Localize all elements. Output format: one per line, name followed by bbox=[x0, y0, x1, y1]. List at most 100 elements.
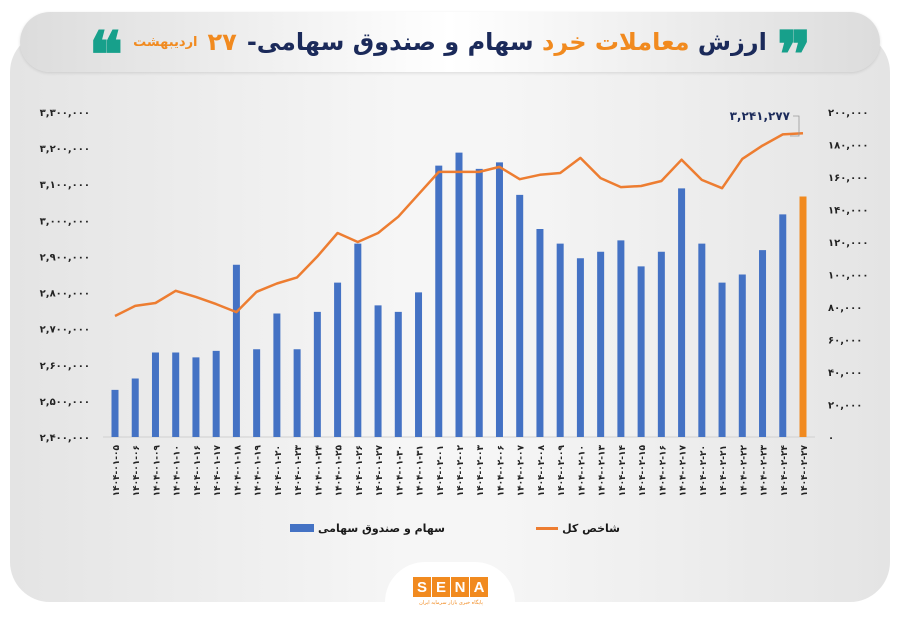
x-tick-label: ۱۴۰۴-۰۲-۰۹ bbox=[557, 444, 567, 496]
x-tick-label: ۱۴۰۴-۰۱-۲۰ bbox=[274, 445, 284, 496]
x-tick-label: ۱۴۰۴-۰۲-۰۷ bbox=[517, 444, 527, 496]
bar bbox=[556, 243, 564, 437]
bar bbox=[678, 188, 686, 437]
right-tick-label: ۱۴۰,۰۰۰ bbox=[828, 206, 868, 217]
x-tick-label: ۱۴۰۴-۰۲-۰۱ bbox=[436, 445, 446, 496]
title-banner: ❞ ارزش معاملات خرد سهام و صندوق سهامی- ۲… bbox=[20, 12, 880, 88]
combo-chart: ۳,۳۰۰,۰۰۰ ۳,۲۰۰,۰۰۰ ۳,۱۰۰,۰۰۰ ۳,۰۰۰,۰۰۰ ۲,۹۰… bbox=[40, 108, 869, 496]
annotation-leader bbox=[790, 115, 800, 137]
right-tick-label: ۱۰۰,۰۰۰ bbox=[828, 271, 868, 282]
x-tick-label: ۱۴۰۴-۰۱-۰۵ bbox=[112, 444, 122, 496]
right-tick-label: ۰ bbox=[828, 433, 834, 444]
right-tick-label: ۲۰۰,۰۰۰ bbox=[828, 108, 868, 119]
x-tick-label: ۱۴۰۴-۰۱-۲۷ bbox=[375, 444, 385, 496]
bar bbox=[617, 240, 625, 437]
x-tick-label: ۱۴۰۴-۰۲-۱۵ bbox=[638, 444, 648, 496]
bar bbox=[394, 311, 402, 437]
x-tick-label: ۱۴۰۴-۰۲-۰۳ bbox=[476, 444, 486, 496]
sena-logo: S E N A bbox=[413, 577, 488, 597]
left-tick-label: ۲,۸۰۰,۰۰۰ bbox=[40, 289, 90, 300]
bar bbox=[536, 229, 544, 437]
bar bbox=[698, 243, 706, 437]
right-axis: ۲۰۰,۰۰۰ ۱۸۰,۰۰۰ ۱۶۰,۰۰۰ ۱۴۰,۰۰۰ ۱۲۰,۰۰۰ ۱۰۰,۰… bbox=[828, 108, 868, 444]
right-tick-label: ۸۰,۰۰۰ bbox=[828, 303, 862, 314]
x-tick-label: ۱۴۰۴-۰۲-۱۷ bbox=[679, 444, 689, 496]
bar-series bbox=[111, 152, 807, 437]
x-tick-label: ۱۴۰۴-۰۱-۰۶ bbox=[132, 445, 142, 496]
left-tick-label: ۳,۰۰۰,۰۰۰ bbox=[40, 216, 90, 227]
x-tick-label: ۱۴۰۴-۰۲-۰۸ bbox=[537, 444, 547, 496]
bar bbox=[597, 251, 605, 437]
x-tick-label: ۱۴۰۴-۰۲-۲۷ bbox=[800, 444, 810, 496]
bar bbox=[738, 274, 746, 437]
x-tick-label: ۱۴۰۴-۰۱-۳۰ bbox=[395, 445, 405, 496]
last-value-annotation: ۳,۲۴۱,۲۷۷ bbox=[730, 109, 800, 137]
x-axis-labels: ۱۴۰۴-۰۱-۰۵ ۱۴۰۴-۰۱-۰۶ ۱۴۰۴-۰۱-۰۹ ۱۴۰۴-۰۱-۱۰… bbox=[112, 444, 810, 496]
bar bbox=[313, 311, 321, 437]
x-tick-label: ۱۴۰۴-۰۲-۲۴ bbox=[780, 444, 790, 496]
x-tick-label: ۱۴۰۴-۰۲-۲۳ bbox=[760, 444, 770, 496]
line-swatch-icon bbox=[536, 526, 559, 530]
bar bbox=[334, 282, 342, 437]
x-tick-label: ۱۴۰۴-۰۱-۲۳ bbox=[294, 444, 304, 496]
x-tick-label: ۱۴۰۴-۰۱-۱۸ bbox=[233, 444, 243, 496]
left-tick-label: ۳,۳۰۰,۰۰۰ bbox=[40, 108, 90, 119]
left-tick-label: ۲,۶۰۰,۰۰۰ bbox=[40, 361, 90, 372]
right-tick-label: ۱۲۰,۰۰۰ bbox=[828, 238, 868, 249]
title-day: ۲۷ bbox=[207, 28, 237, 56]
logo-tab bbox=[385, 562, 515, 623]
title-month: اردیبهشت bbox=[133, 34, 198, 50]
bar-swatch-icon bbox=[290, 524, 314, 532]
x-tick-label: ۱۴۰۴-۰۲-۰۶ bbox=[496, 445, 506, 496]
bar bbox=[192, 357, 200, 437]
right-tick-label: ۱۶۰,۰۰۰ bbox=[828, 173, 868, 184]
x-tick-label: ۱۴۰۴-۰۱-۱۶ bbox=[193, 445, 203, 496]
x-tick-label: ۱۴۰۴-۰۲-۰۲ bbox=[456, 444, 466, 496]
bar bbox=[576, 258, 584, 437]
bar bbox=[232, 264, 240, 437]
left-tick-label: ۳,۱۰۰,۰۰۰ bbox=[40, 180, 90, 191]
x-tick-label: ۱۴۰۴-۰۱-۱۰ bbox=[173, 445, 183, 496]
bar bbox=[718, 282, 726, 437]
left-tick-label: ۳,۲۰۰,۰۰۰ bbox=[40, 144, 90, 155]
bar bbox=[415, 292, 423, 437]
bar bbox=[435, 165, 443, 437]
right-tick-label: ۴۰,۰۰۰ bbox=[828, 368, 862, 379]
left-tick-label: ۲,۵۰۰,۰۰۰ bbox=[40, 397, 90, 408]
bar bbox=[273, 313, 281, 437]
bar bbox=[212, 350, 220, 437]
legend-item-index: شاخص کل bbox=[536, 518, 620, 538]
bar bbox=[151, 352, 159, 437]
x-tick-label: ۱۴۰۴-۰۱-۰۹ bbox=[152, 444, 162, 496]
right-tick-label: ۶۰,۰۰۰ bbox=[828, 336, 862, 347]
bar bbox=[131, 378, 139, 437]
bar bbox=[374, 305, 382, 437]
left-tick-label: ۲,۷۰۰,۰۰۰ bbox=[40, 325, 90, 336]
x-tick-label: ۱۴۰۴-۰۱-۱۹ bbox=[254, 444, 264, 496]
bar bbox=[354, 243, 362, 437]
bar bbox=[637, 266, 645, 437]
x-tick-label: ۱۴۰۴-۰۲-۱۶ bbox=[658, 445, 668, 496]
bar bbox=[475, 168, 483, 437]
page-title: ارزش معاملات خرد سهام و صندوق سهامی- bbox=[246, 28, 767, 56]
x-tick-label: ۱۴۰۴-۰۱-۲۶ bbox=[355, 445, 365, 496]
bar bbox=[779, 214, 787, 437]
bar bbox=[516, 194, 524, 437]
logo-subtitle: پایگاه خبری بازار سرمایه ایران bbox=[419, 600, 483, 606]
bar bbox=[799, 196, 807, 437]
x-tick-label: ۱۴۰۴-۰۱-۱۷ bbox=[213, 444, 223, 496]
bar bbox=[759, 250, 767, 437]
bar bbox=[111, 389, 119, 437]
legend-item-retail: سهام و صندوق سهامی bbox=[290, 518, 445, 538]
left-tick-label: ۲,۴۰۰,۰۰۰ bbox=[40, 433, 90, 444]
bar bbox=[172, 352, 180, 437]
x-tick-label: ۱۴۰۴-۰۲-۱۴ bbox=[618, 444, 628, 496]
bar bbox=[657, 251, 665, 437]
x-tick-label: ۱۴۰۴-۰۲-۲۲ bbox=[739, 444, 749, 496]
x-tick-label: ۱۴۰۴-۰۱-۲۴ bbox=[314, 444, 324, 496]
x-tick-label: ۱۴۰۴-۰۱-۳۱ bbox=[416, 445, 426, 496]
left-tick-label: ۲,۹۰۰,۰۰۰ bbox=[40, 252, 90, 263]
index-line bbox=[114, 131, 804, 318]
bar bbox=[293, 349, 301, 437]
x-tick-label: ۱۴۰۴-۰۲-۱۳ bbox=[598, 444, 608, 496]
